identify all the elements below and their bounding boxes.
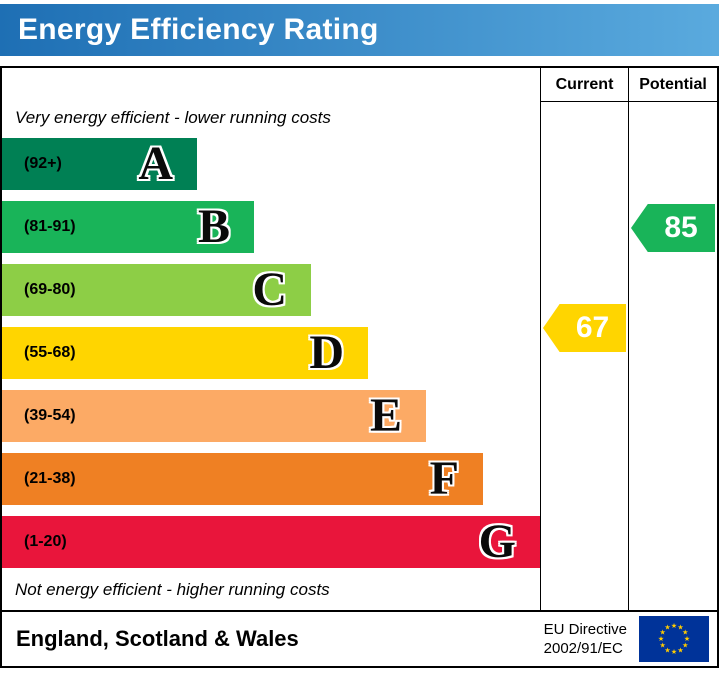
page-title: Energy Efficiency Rating [18, 13, 379, 46]
band-f-range: (21-38) [24, 470, 76, 487]
footer: England, Scotland & Wales EU Directive 2… [0, 610, 719, 668]
band-d-bar: (55-68) D [2, 327, 368, 379]
current-rating-value: 67 [575, 311, 610, 344]
eu-flag-field [639, 616, 709, 662]
band-e-range: (39-54) [24, 407, 76, 424]
svg-text:★: ★ [682, 642, 688, 650]
svg-text:★: ★ [660, 629, 666, 637]
potential-rating-pointer: 85 [631, 204, 715, 252]
band-c-letter: C [252, 263, 287, 316]
region-label: England, Scotland & Wales [16, 626, 299, 651]
eu-directive-line2: 2002/91/EC [543, 640, 623, 657]
svg-text:★: ★ [677, 646, 683, 654]
eu-directive-line1: EU Directive [543, 620, 627, 638]
band-a-bar: (92+) A [2, 138, 197, 190]
band-g-bar: (1-20) G [2, 516, 540, 568]
band-c-range: (69-80) [24, 281, 76, 298]
potential-rating-value: 85 [664, 211, 698, 244]
eu-directive-text: EU Directive 2002/91/EC [544, 620, 627, 659]
rating-chart: Current Potential Very energy efficient … [0, 66, 719, 612]
band-e-letter: E [369, 389, 402, 442]
band-a-range: (92+) [24, 155, 62, 172]
bottom-note: Not energy efficient - higher running co… [15, 580, 330, 599]
top-note: Very energy efficient - lower running co… [15, 108, 331, 127]
svg-text:★: ★ [677, 624, 683, 632]
svg-text:★: ★ [684, 635, 690, 643]
eu-flag-stars: ★ ★ ★ ★ ★ ★ ★ ★ ★ ★ ★ ★ [658, 622, 690, 656]
column-header-underline [540, 101, 717, 102]
band-a-letter: A [138, 137, 173, 190]
band-b-bar: (81-91) B [2, 201, 254, 253]
svg-text:★: ★ [658, 635, 664, 643]
band-f-bar: (21-38) F [2, 453, 483, 505]
band-e-bar: (39-54) E [2, 390, 426, 442]
svg-text:★: ★ [671, 622, 677, 630]
current-column-divider [540, 68, 541, 610]
epc-energy-efficiency-chart: Energy Efficiency Rating Current Potenti… [0, 4, 719, 668]
title-bar: Energy Efficiency Rating [0, 4, 719, 56]
band-g-range: (1-20) [24, 533, 67, 550]
band-d-letter: D [309, 326, 344, 379]
svg-text:★: ★ [660, 642, 666, 650]
eu-flag-icon: ★ ★ ★ ★ ★ ★ ★ ★ ★ ★ ★ ★ [639, 616, 709, 662]
column-header-current: Current [555, 75, 614, 93]
svg-text:★: ★ [682, 629, 688, 637]
band-b-range: (81-91) [24, 218, 76, 235]
band-c-bar: (69-80) C [2, 264, 311, 316]
svg-text:★: ★ [671, 648, 677, 656]
potential-column-divider [628, 68, 629, 610]
band-g-letter: G [478, 515, 516, 568]
column-header-potential: Potential [639, 75, 707, 93]
rating-bands: (92+) A (81-91) B (69-80) C (55-68) D (3… [2, 138, 540, 579]
band-d-range: (55-68) [24, 344, 76, 361]
current-rating-pointer: 67 [543, 304, 626, 352]
svg-text:★: ★ [664, 646, 670, 654]
band-b-letter: B [197, 200, 230, 253]
band-f-letter: F [429, 452, 459, 505]
svg-text:★: ★ [664, 624, 670, 632]
